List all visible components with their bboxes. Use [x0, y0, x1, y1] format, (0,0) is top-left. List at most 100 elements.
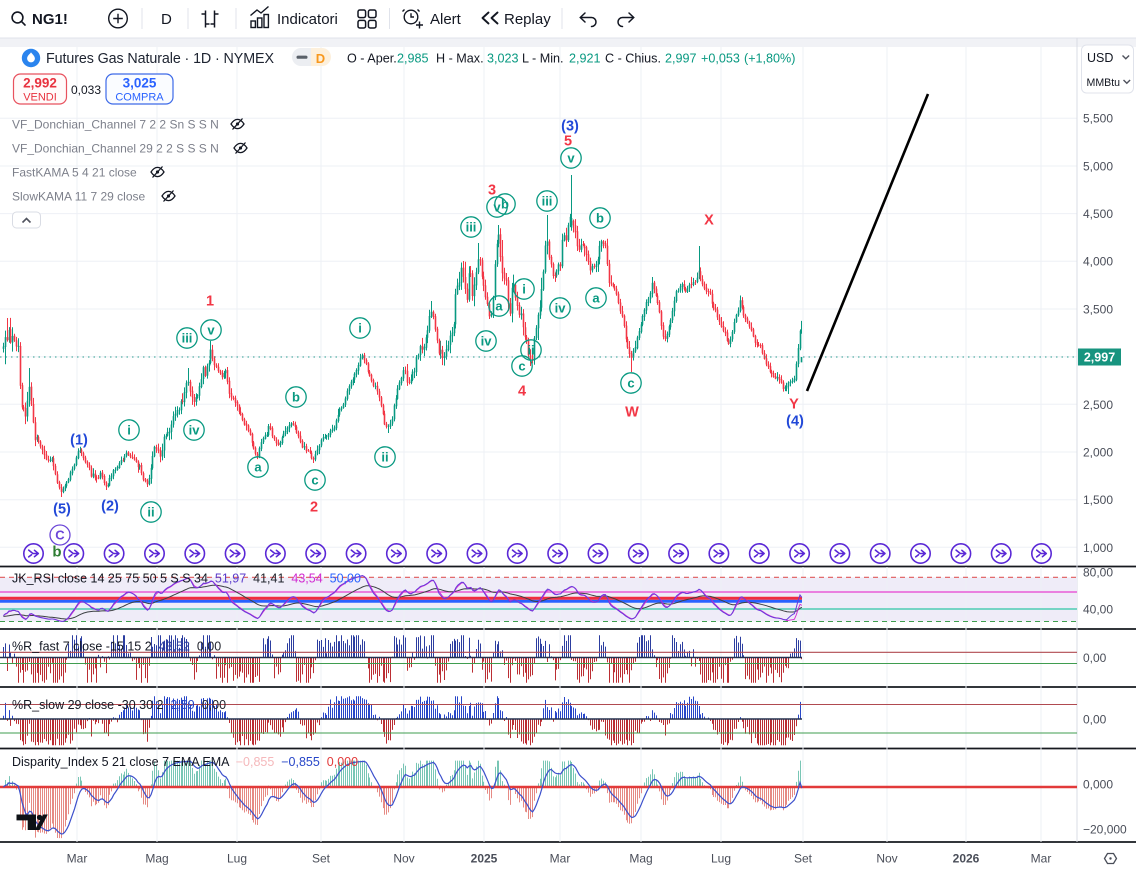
- svg-text:80,00: 80,00: [1083, 565, 1113, 579]
- svg-text:X: X: [704, 213, 714, 229]
- svg-text:Mag: Mag: [145, 852, 168, 866]
- svg-text:W: W: [625, 405, 639, 421]
- svg-text:iii: iii: [182, 331, 193, 346]
- svg-text:(3): (3): [561, 119, 579, 135]
- svg-text:Disparity_Index 5 21 close 7 E: Disparity_Index 5 21 close 7 EMA EMA −0,…: [12, 755, 358, 769]
- svg-text:iv: iv: [555, 301, 567, 316]
- svg-text:b: b: [292, 390, 300, 405]
- svg-text:a: a: [254, 460, 262, 475]
- svg-text:D: D: [316, 51, 325, 66]
- svg-text:v: v: [567, 151, 575, 166]
- svg-text:USD: USD: [1087, 51, 1113, 65]
- svg-text:+0,053: +0,053: [701, 52, 740, 66]
- svg-text:0,00: 0,00: [1083, 712, 1107, 726]
- svg-text:ii: ii: [147, 505, 154, 520]
- svg-text:b: b: [501, 197, 509, 212]
- svg-text:b: b: [596, 211, 604, 226]
- svg-text:Alert: Alert: [430, 11, 462, 28]
- svg-text:i: i: [522, 282, 526, 297]
- svg-text:iv: iv: [481, 334, 493, 349]
- svg-text:FastKAMA 5 4 21 close: FastKAMA 5 4 21 close: [12, 166, 137, 180]
- svg-text:C: C: [55, 528, 65, 543]
- svg-text:VF_Donchian_Channel 29 2 2 S S: VF_Donchian_Channel 29 2 2 S S S N: [12, 142, 219, 156]
- svg-text:c: c: [518, 359, 525, 374]
- svg-text:iii: iii: [542, 194, 553, 209]
- svg-text:v: v: [493, 200, 501, 215]
- svg-text:2,921: 2,921: [569, 52, 601, 66]
- svg-text:Mar: Mar: [67, 852, 88, 866]
- svg-text:O - Aper.: O - Aper.: [347, 52, 397, 66]
- svg-text:VENDI: VENDI: [23, 92, 57, 104]
- svg-text:−20,000: −20,000: [1083, 822, 1127, 836]
- svg-text:(2): (2): [101, 499, 119, 515]
- svg-text:Mar: Mar: [550, 852, 571, 866]
- svg-text:Y: Y: [789, 397, 799, 413]
- svg-text:Lug: Lug: [711, 852, 731, 866]
- svg-text:i: i: [358, 321, 362, 336]
- svg-text:2026: 2026: [953, 852, 980, 866]
- svg-text:5,000: 5,000: [1083, 159, 1113, 173]
- svg-text:v: v: [207, 323, 215, 338]
- svg-text:JK_RSI close 14 25 75 50 5 S S: JK_RSI close 14 25 75 50 5 S S 34 51,97 …: [12, 572, 361, 586]
- svg-text:2,985: 2,985: [397, 52, 429, 66]
- svg-text:Mag: Mag: [629, 852, 652, 866]
- svg-text:iv: iv: [189, 423, 201, 438]
- svg-text:(1): (1): [70, 433, 88, 449]
- svg-text:2: 2: [310, 500, 318, 516]
- svg-text:4,000: 4,000: [1083, 255, 1113, 269]
- svg-text:Nov: Nov: [393, 852, 414, 866]
- svg-text:3,500: 3,500: [1083, 302, 1113, 316]
- svg-text:Futures Gas Naturale · 1D · NY: Futures Gas Naturale · 1D · NYMEX: [46, 51, 274, 67]
- svg-text:ii: ii: [527, 343, 534, 358]
- svg-text:b: b: [52, 544, 61, 561]
- svg-text:%R_fast 7 close -15 15 2 43,5: %R_fast 7 close -15 15 2 43,52 0,00: [12, 640, 221, 654]
- svg-text:4,500: 4,500: [1083, 207, 1113, 221]
- svg-text:3,023: 3,023: [487, 52, 519, 66]
- svg-text:0,000: 0,000: [1083, 777, 1113, 791]
- svg-text:2,500: 2,500: [1083, 398, 1113, 412]
- svg-text:L - Min.: L - Min.: [522, 52, 564, 66]
- svg-text:(+1,80%): (+1,80%): [744, 52, 795, 66]
- svg-text:i: i: [127, 423, 131, 438]
- svg-text:%R_slow 29 close -30 30 2 2,8: %R_slow 29 close -30 30 2 2,89 0,00: [12, 698, 226, 712]
- svg-text:VF_Donchian_Channel 7 2 2 Sn S: VF_Donchian_Channel 7 2 2 Sn S S N: [12, 118, 219, 132]
- svg-text:5: 5: [564, 134, 572, 150]
- svg-text:Set: Set: [312, 852, 331, 866]
- svg-text:40,00: 40,00: [1083, 602, 1113, 616]
- svg-text:COMPRA: COMPRA: [115, 92, 164, 104]
- svg-text:0,00: 0,00: [1083, 651, 1107, 665]
- svg-text:2,997: 2,997: [1084, 351, 1115, 365]
- svg-text:H - Max.: H - Max.: [436, 52, 484, 66]
- svg-text:Indicatori: Indicatori: [277, 11, 338, 28]
- svg-text:C - Chius.: C - Chius.: [605, 52, 661, 66]
- svg-text:2,000: 2,000: [1083, 446, 1113, 460]
- svg-text:(5): (5): [53, 502, 71, 518]
- svg-text:a: a: [592, 291, 600, 306]
- svg-text:Set: Set: [794, 852, 813, 866]
- svg-text:D: D: [161, 11, 172, 28]
- svg-text:2,992: 2,992: [23, 76, 57, 91]
- svg-text:1: 1: [206, 294, 214, 310]
- svg-text:3: 3: [488, 183, 496, 199]
- svg-text:5,500: 5,500: [1083, 112, 1113, 126]
- svg-text:Mar: Mar: [1031, 852, 1052, 866]
- svg-text:Lug: Lug: [227, 852, 247, 866]
- svg-text:2025: 2025: [471, 852, 498, 866]
- svg-text:2,997: 2,997: [665, 52, 697, 66]
- svg-text:3,025: 3,025: [123, 76, 157, 91]
- svg-text:(4): (4): [786, 414, 804, 430]
- svg-text:1,500: 1,500: [1083, 493, 1113, 507]
- svg-text:a: a: [495, 299, 503, 314]
- svg-text:1,000: 1,000: [1083, 541, 1113, 555]
- svg-text:ii: ii: [381, 450, 388, 465]
- svg-text:MMBtu: MMBtu: [1087, 77, 1121, 89]
- svg-text:4: 4: [518, 384, 526, 400]
- svg-text:Nov: Nov: [876, 852, 897, 866]
- svg-text:Replay: Replay: [504, 11, 551, 28]
- svg-text:SlowKAMA 11 7 29 close: SlowKAMA 11 7 29 close: [12, 190, 146, 204]
- svg-text:NG1!: NG1!: [32, 11, 68, 28]
- svg-text:c: c: [311, 473, 318, 488]
- svg-text:iii: iii: [466, 220, 477, 235]
- svg-text:c: c: [627, 376, 634, 391]
- svg-text:0,033: 0,033: [71, 83, 101, 97]
